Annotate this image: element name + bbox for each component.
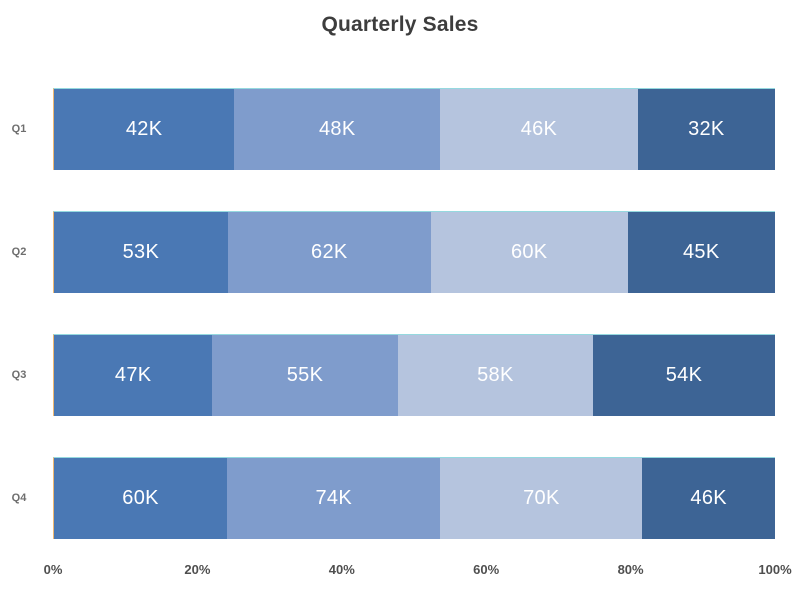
x-axis-tick-label: 40%	[328, 562, 355, 577]
segment-value-label: 47K	[114, 364, 152, 386]
segment-value-label: 62K	[311, 241, 348, 263]
segment-value-label: 46K	[520, 118, 558, 140]
bar-segment: 58K	[397, 335, 594, 416]
stacked-bar: 47K 55K 58K 54K	[53, 334, 775, 416]
bar-segment: 70K	[440, 458, 643, 539]
x-axis-tick-label: 0%	[43, 562, 63, 577]
bar-segment: 47K	[54, 335, 213, 416]
x-axis-tick-label: 100%	[758, 562, 792, 577]
segment-value-label: 54K	[665, 364, 703, 386]
segment-value-label: 60K	[122, 487, 159, 509]
bar-row-q4: Q4 60K 74K 70K 46K	[0, 457, 800, 539]
stacked-bar: 60K 74K 70K 46K	[53, 457, 775, 539]
bar-segment: 42K	[54, 89, 235, 170]
segment-value-label: 45K	[682, 241, 720, 263]
bar-segment: 54K	[593, 335, 775, 416]
segment-value-label: 42K	[125, 118, 163, 140]
chart-title: Quarterly Sales	[321, 13, 479, 36]
y-axis-category-label: Q4	[11, 492, 27, 504]
y-axis-category-label: Q1	[11, 123, 27, 135]
bar-row-q2: Q2 53K 62K 60K 45K	[0, 211, 800, 293]
bar-segment: 74K	[227, 458, 441, 539]
bar-segment: 60K	[54, 458, 228, 539]
segment-value-label: 74K	[315, 487, 352, 509]
bar-segment: 53K	[54, 212, 228, 293]
bar-segment: 46K	[440, 89, 638, 170]
bar-segment: 46K	[642, 458, 775, 539]
y-axis-category-label: Q2	[11, 246, 27, 258]
stacked-bar: 42K 48K 46K 32K	[53, 88, 775, 170]
y-axis-category-label: Q3	[11, 369, 27, 381]
bar-row-q1: Q1 42K 48K 46K 32K	[0, 88, 800, 170]
bar-segment: 48K	[234, 89, 441, 170]
bar-row-q3: Q3 47K 55K 58K 54K	[0, 334, 800, 416]
bar-segment: 55K	[212, 335, 398, 416]
x-axis-tick-label: 80%	[617, 562, 644, 577]
segment-value-label: 55K	[286, 364, 324, 386]
segment-value-label: 58K	[477, 364, 514, 386]
bar-segment: 62K	[227, 212, 431, 293]
segment-value-label: 48K	[319, 118, 356, 140]
bar-segment: 60K	[430, 212, 628, 293]
segment-value-label: 70K	[523, 487, 560, 509]
segment-value-label: 53K	[122, 241, 160, 263]
segment-value-label: 46K	[690, 487, 727, 509]
x-axis-tick-label: 60%	[473, 562, 500, 577]
stacked-bar: 53K 62K 60K 45K	[53, 211, 775, 293]
segment-value-label: 60K	[510, 241, 548, 263]
segment-value-label: 32K	[688, 118, 725, 140]
bar-segment: 45K	[627, 212, 775, 293]
x-axis-tick-label: 20%	[184, 562, 211, 577]
bar-segment: 32K	[637, 89, 775, 170]
